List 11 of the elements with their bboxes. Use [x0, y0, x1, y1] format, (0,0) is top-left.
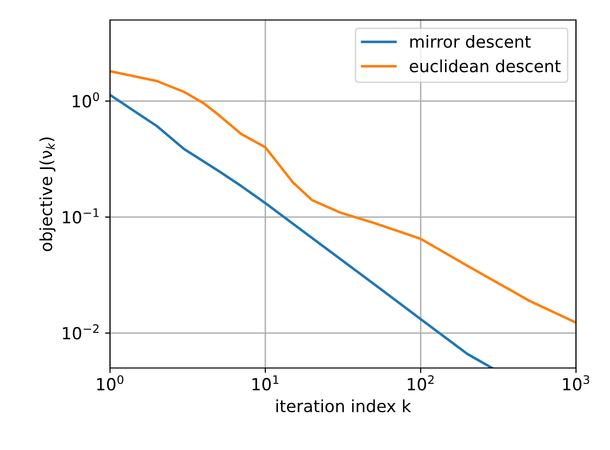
y-axis-title: objective J(ν$_{k}$)	[39, 138, 56, 252]
y-tick-label: 10$^{−2}$	[62, 324, 99, 340]
y-tick-label: 10$^{−1}$	[62, 208, 99, 224]
x-tick-label: 10$^{2}$	[408, 375, 434, 390]
x-tick-label: 10$^{1}$	[252, 375, 278, 391]
x-tick-label: 10$^{0}$	[97, 375, 124, 390]
legend-label: mirror descent	[410, 35, 531, 48]
x-axis-title: iteration index k	[276, 399, 412, 412]
legend-label: euclidean descent	[410, 59, 561, 72]
y-tick-label: 10$^{0}$	[72, 92, 99, 108]
x-tick-label: 10$^{3}$	[563, 375, 590, 390]
